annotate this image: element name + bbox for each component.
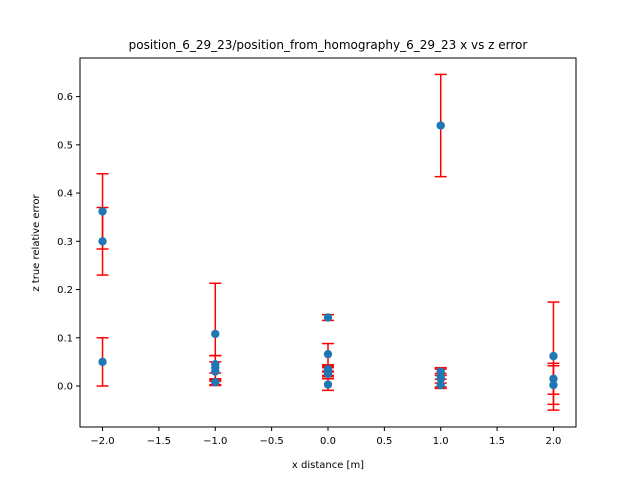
- data-point: [323, 369, 333, 379]
- data-point: [211, 367, 220, 376]
- data-point: [436, 121, 445, 130]
- chart-title: position_6_29_23/position_from_homograph…: [129, 38, 528, 52]
- data-point: [549, 374, 558, 383]
- y-tick-label: 0.5: [57, 140, 73, 151]
- data-point: [549, 380, 558, 390]
- y-tick-label: 0.1: [57, 333, 73, 344]
- y-tick-label: 0.2: [57, 285, 73, 296]
- data-point: [98, 237, 107, 246]
- data-point: [211, 377, 220, 387]
- y-tick-label: 0.3: [57, 237, 73, 248]
- y-tick-label: 0.6: [57, 92, 73, 103]
- data-point: [98, 357, 107, 367]
- x-tick-label: −0.5: [259, 436, 283, 447]
- data-point: [211, 329, 220, 339]
- data-point: [436, 374, 445, 383]
- data-point: [323, 380, 333, 389]
- y-tick-label: 0.4: [57, 189, 73, 200]
- x-tick-label: 1.0: [433, 436, 449, 447]
- x-tick-label: 2.0: [546, 436, 562, 447]
- x-axis-ticks: −2.0 −1.5 −1.0 −0.5 0.0 0.5 1.0 1.5 2.0: [90, 427, 561, 447]
- plot-area: [96, 73, 560, 411]
- y-tick-label: 0.0: [57, 382, 73, 393]
- x-axis-title: x distance [m]: [292, 460, 364, 471]
- data-point: [323, 349, 333, 359]
- data-point: [549, 351, 558, 361]
- x-tick-label: 0.5: [376, 436, 392, 447]
- data-point: [436, 380, 445, 390]
- x-tick-label: −1.0: [203, 436, 227, 447]
- x-tick-label: 1.5: [489, 436, 505, 447]
- x-tick-label: −1.5: [147, 436, 171, 447]
- x-tick-label: −2.0: [90, 436, 114, 447]
- data-point: [98, 207, 107, 216]
- y-axis-title: z true relative error: [31, 194, 42, 292]
- data-point: [323, 313, 333, 322]
- x-tick-label: 0.0: [320, 436, 336, 447]
- y-axis-ticks: 0.0 0.1 0.2 0.3 0.4 0.5 0.6: [57, 92, 80, 393]
